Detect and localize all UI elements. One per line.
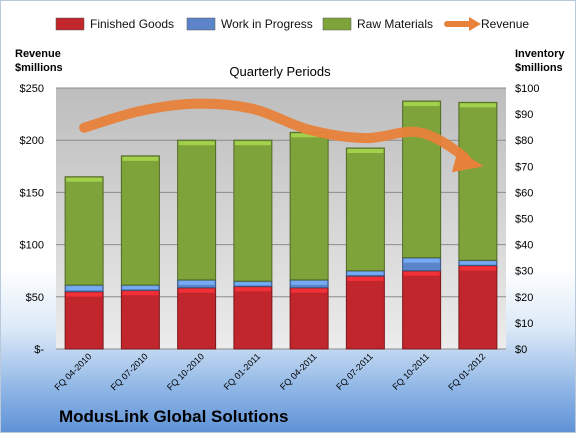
bar-highlight (291, 280, 328, 285)
bar-highlight (347, 271, 384, 275)
left-tick-label: $50 (26, 292, 44, 304)
legend-label-finished-goods: Finished Goods (90, 17, 174, 31)
bar-highlight (234, 282, 271, 286)
bar-raw-materials (458, 101, 498, 261)
bar-highlight (403, 271, 440, 276)
bar-raw-materials (177, 139, 217, 281)
bar-raw-materials (345, 147, 385, 272)
right-tick-label: $90 (515, 109, 533, 121)
bar-finished-goods (64, 291, 104, 350)
left-tick-label: $250 (20, 83, 44, 95)
category-label: FQ 04-2010 (53, 351, 94, 392)
left-tick-label: $- (34, 344, 44, 356)
right-axis-title: Inventory $millions (515, 48, 565, 74)
bar-raw-materials (402, 100, 442, 259)
left-tick-label: $150 (20, 187, 44, 199)
left-axis-ticks: $- $50 $100 $150 $200 $250 (20, 83, 45, 356)
bar-highlight (66, 286, 103, 291)
bar-finished-goods (177, 287, 217, 350)
right-tick-label: $10 (515, 318, 533, 330)
right-tick-label: $70 (515, 161, 533, 173)
bar-highlight (234, 287, 271, 292)
right-tick-label: $30 (515, 266, 533, 278)
bar-highlight (178, 288, 215, 293)
category-label: FQ 07-2010 (109, 351, 150, 392)
left-axis-title-line2: $millions (15, 62, 63, 74)
chart-title: Quarterly Periods (229, 64, 331, 79)
legend-swatch-work-in-progress (186, 17, 216, 31)
category-label: FQ 01-2011 (222, 351, 263, 392)
bar-highlight (66, 177, 103, 182)
left-axis-title-line1: Revenue (15, 48, 61, 60)
bar-highlight (403, 102, 440, 107)
bar-raw-materials (233, 139, 273, 282)
category-label: FQ 04-2011 (278, 351, 319, 392)
legend-swatch-revenue (444, 17, 481, 31)
right-tick-label: $40 (515, 240, 533, 252)
right-tick-label: $80 (515, 135, 533, 147)
bar-highlight (459, 103, 496, 108)
category-label: FQ 01-2012 (446, 351, 487, 392)
legend-label-revenue: Revenue (481, 17, 529, 31)
left-tick-label: $100 (20, 240, 44, 252)
category-label: FQ 07-2011 (334, 351, 375, 392)
bar-raw-materials (289, 131, 329, 281)
bar-raw-materials (64, 176, 104, 286)
bar-highlight (178, 141, 215, 146)
bar-highlight (178, 280, 215, 285)
bar-finished-goods (402, 270, 442, 350)
bar-highlight (403, 258, 440, 263)
category-labels: FQ 04-2010 FQ 07-2010 FQ 10-2010 FQ 01-2011… (53, 351, 488, 392)
right-axis-title-line2: $millions (515, 62, 563, 74)
right-tick-label: $60 (515, 187, 533, 199)
right-axis-ticks: $0 $10 $20 $30 $40 $50 $60 $70 $80 $90 $100 (515, 83, 539, 356)
right-tick-label: $50 (515, 214, 533, 226)
legend-label-raw-materials: Raw Materials (357, 17, 433, 31)
right-axis-title-line1: Inventory (515, 48, 565, 60)
bar-highlight (347, 276, 384, 281)
bar-highlight (234, 141, 271, 146)
bar-highlight (459, 261, 496, 265)
bar-finished-goods (120, 289, 160, 350)
left-axis-title: Revenue $millions (15, 48, 63, 74)
revenue-line (79, 98, 484, 173)
bar-highlight (122, 286, 159, 290)
bar-highlight (347, 149, 384, 154)
bar-raw-materials (120, 155, 160, 286)
legend-label-work-in-progress: Work in Progress (221, 17, 313, 31)
revenue-line-path (79, 98, 471, 166)
category-label: FQ 10-2011 (390, 351, 431, 392)
bar-finished-goods (458, 264, 498, 350)
bar-highlight (122, 156, 159, 161)
company-name: ModusLink Global Solutions (59, 407, 289, 426)
bar-finished-goods (233, 285, 273, 350)
legend: Finished Goods Work in Progress Raw Materi… (55, 17, 529, 31)
bar-highlight (291, 133, 328, 138)
bar-highlight (66, 292, 103, 297)
category-label: FQ 10-2010 (165, 351, 206, 392)
bar-highlight (291, 288, 328, 293)
bar-highlight (459, 266, 496, 271)
right-tick-label: $20 (515, 292, 533, 304)
legend-swatch-raw-materials (322, 17, 352, 31)
legend-swatch-finished-goods (55, 17, 85, 31)
revenue-arrowhead (451, 150, 484, 173)
left-tick-label: $200 (20, 135, 44, 147)
bar-finished-goods (289, 287, 329, 350)
bar-finished-goods (345, 275, 385, 350)
right-tick-label: $100 (515, 83, 539, 95)
bar-highlight (122, 291, 159, 296)
right-tick-label: $0 (515, 344, 527, 356)
bars (64, 100, 498, 350)
